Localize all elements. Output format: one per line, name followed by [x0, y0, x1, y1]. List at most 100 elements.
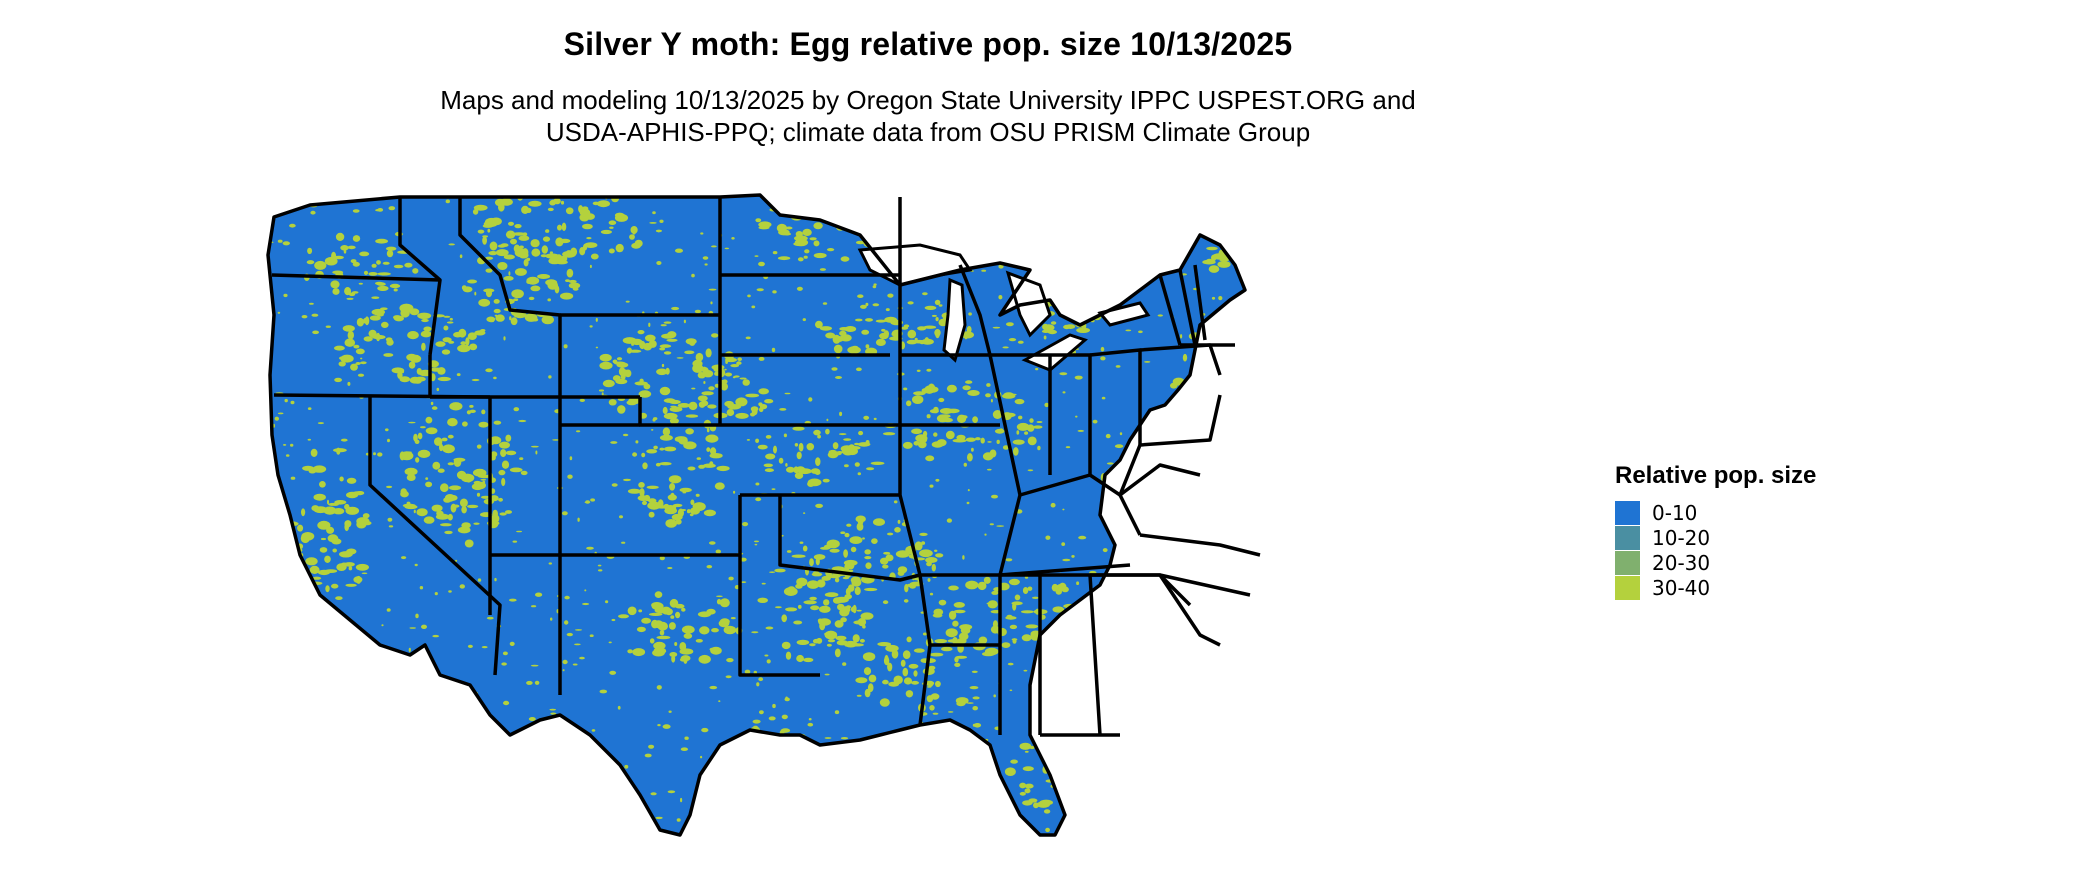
hotspot-speckle	[960, 758, 966, 763]
hotspot-patch	[897, 570, 905, 576]
hotspot-speckle	[965, 736, 973, 739]
hotspot-speckle	[600, 789, 605, 794]
hotspot-patch	[719, 598, 730, 608]
hotspot-patch	[1060, 769, 1071, 776]
hotspot-speckle	[1062, 391, 1066, 394]
hotspot-patch	[759, 404, 768, 410]
hotspot-patch	[871, 538, 878, 544]
hotspot-patch	[948, 610, 957, 620]
hotspot-speckle	[375, 209, 381, 212]
hotspot-speckle	[563, 344, 568, 349]
hotspot-speckle	[705, 627, 708, 630]
hotspot-patch	[1061, 629, 1067, 635]
hotspot-patch	[1126, 667, 1134, 673]
hotspot-patch	[616, 357, 623, 361]
hotspot-patch	[825, 428, 830, 435]
map-title: Silver Y moth: Egg relative pop. size 10…	[563, 26, 1293, 62]
hotspot-patch	[1237, 478, 1243, 487]
hotspot-patch	[386, 246, 397, 251]
hotspot-speckle	[274, 416, 279, 421]
hotspot-patch	[1019, 782, 1027, 789]
hotspot-speckle	[459, 254, 463, 259]
hotspot-speckle	[489, 320, 495, 323]
hotspot-patch	[1032, 425, 1043, 429]
hotspot-patch	[697, 611, 712, 618]
hotspot-speckle	[726, 658, 734, 663]
hotspot-speckle	[1121, 703, 1129, 706]
hotspot-patch	[344, 287, 352, 296]
hotspot-patch	[1151, 557, 1160, 562]
hotspot-speckle	[730, 617, 736, 620]
hotspot-speckle	[1205, 374, 1212, 379]
hotspot-patch	[752, 748, 765, 756]
hotspot-speckle	[282, 771, 286, 775]
hotspot-patch	[509, 467, 523, 473]
hotspot-patch	[1016, 422, 1030, 431]
hotspot-patch	[541, 186, 547, 194]
hotspot-speckle	[1145, 490, 1151, 493]
hotspot-speckle	[962, 732, 969, 736]
hotspot-patch	[985, 393, 991, 398]
hotspot-speckle	[446, 804, 453, 809]
hotspot-speckle	[569, 456, 573, 461]
hotspot-speckle	[443, 315, 451, 318]
hotspot-patch	[809, 558, 814, 567]
hotspot-patch	[1013, 447, 1019, 456]
hotspot-speckle	[695, 493, 700, 497]
hotspot-speckle	[289, 223, 296, 228]
hotspot-patch	[1211, 370, 1217, 375]
hotspot-speckle	[477, 578, 482, 582]
hotspot-speckle	[550, 712, 557, 715]
hotspot-speckle	[577, 517, 580, 522]
hotspot-speckle	[967, 489, 970, 492]
hotspot-patch	[659, 386, 671, 396]
hotspot-patch	[730, 364, 740, 368]
hotspot-patch	[671, 655, 676, 663]
hotspot-patch	[956, 701, 966, 707]
hotspot-patch	[864, 549, 871, 555]
hotspot-speckle	[1082, 691, 1086, 696]
hotspot-patch	[417, 449, 431, 458]
hotspot-speckle	[436, 793, 444, 796]
hotspot-speckle	[399, 825, 404, 830]
hotspot-patch	[945, 628, 958, 638]
hotspot-speckle	[765, 435, 772, 439]
hotspot-speckle	[1218, 487, 1222, 491]
hotspot-patch	[1200, 369, 1209, 376]
border-wv-va	[1118, 463, 1201, 497]
hotspot-speckle	[480, 478, 487, 481]
hotspot-speckle	[887, 210, 896, 216]
hotspot-patch	[317, 520, 331, 530]
hotspot-speckle	[696, 457, 701, 460]
hotspot-speckle	[840, 531, 846, 534]
hotspot-speckle	[1236, 213, 1243, 217]
hotspot-patch	[617, 405, 626, 414]
hotspot-speckle	[972, 723, 976, 727]
hotspot-speckle	[1116, 618, 1120, 622]
hotspot-speckle	[579, 398, 585, 402]
hotspot-patch	[938, 599, 947, 606]
hotspot-speckle	[298, 812, 303, 817]
hotspot-patch	[457, 344, 471, 353]
hotspot-speckle	[597, 564, 602, 567]
hotspot-patch	[669, 417, 679, 425]
hotspot-speckle	[1145, 754, 1149, 757]
hotspot-patch	[568, 279, 577, 284]
hotspot-patch	[1233, 562, 1241, 569]
hotspot-speckle	[490, 807, 496, 811]
hotspot-speckle	[1109, 217, 1115, 221]
hotspot-speckle	[386, 485, 393, 489]
hotspot-patch	[1232, 467, 1240, 477]
hotspot-patch	[879, 698, 890, 707]
hotspot-speckle	[473, 823, 479, 825]
hotspot-speckle	[1062, 558, 1071, 562]
hotspot-speckle	[1236, 747, 1240, 752]
hotspot-patch	[493, 299, 500, 304]
hotspot-patch	[330, 280, 340, 289]
hotspot-patch	[1052, 606, 1065, 613]
hotspot-speckle	[872, 303, 880, 307]
hotspot-patch	[697, 372, 705, 379]
hotspot-speckle	[973, 763, 978, 768]
hotspot-speckle	[582, 602, 590, 606]
hotspot-patch	[867, 233, 876, 240]
